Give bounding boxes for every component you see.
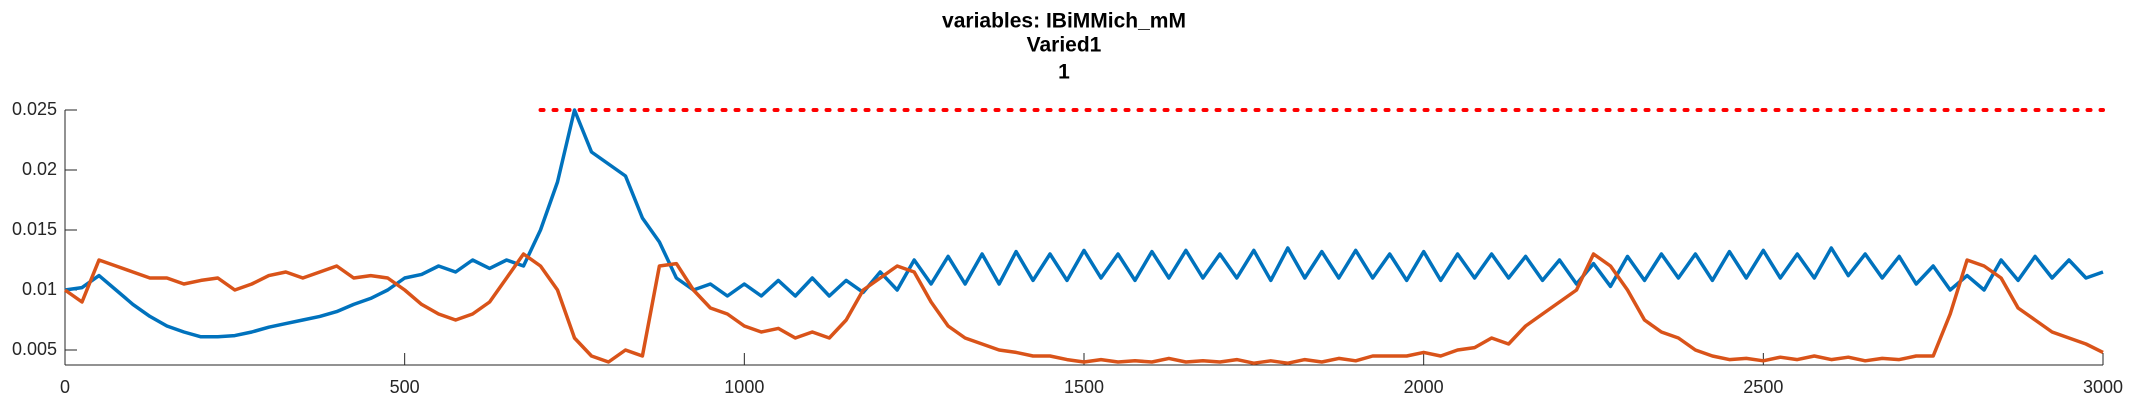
y-tick-label: 0.02	[22, 159, 57, 179]
y-tick-label: 0.005	[12, 339, 57, 359]
y-tick-label: 0.01	[22, 279, 57, 299]
y-tick-label: 0.025	[12, 99, 57, 119]
x-tick-label: 500	[390, 377, 420, 397]
series-line	[64, 108, 2104, 339]
x-tick-label: 0	[60, 377, 70, 397]
chart-subtitle: Varied1	[1027, 34, 1102, 57]
x-tick-label: 1500	[1064, 377, 1104, 397]
x-tick-label: 3000	[2083, 377, 2123, 397]
series-line	[63, 252, 2104, 365]
x-tick-label: 2000	[1404, 377, 1444, 397]
chart-title: variables: IBiMMich_mM	[942, 10, 1186, 33]
x-tick-label: 1000	[724, 377, 764, 397]
y-tick-label: 0.015	[12, 219, 57, 239]
x-tick-label: 2500	[1743, 377, 1783, 397]
chart-subtitle: 1	[1058, 61, 1070, 84]
